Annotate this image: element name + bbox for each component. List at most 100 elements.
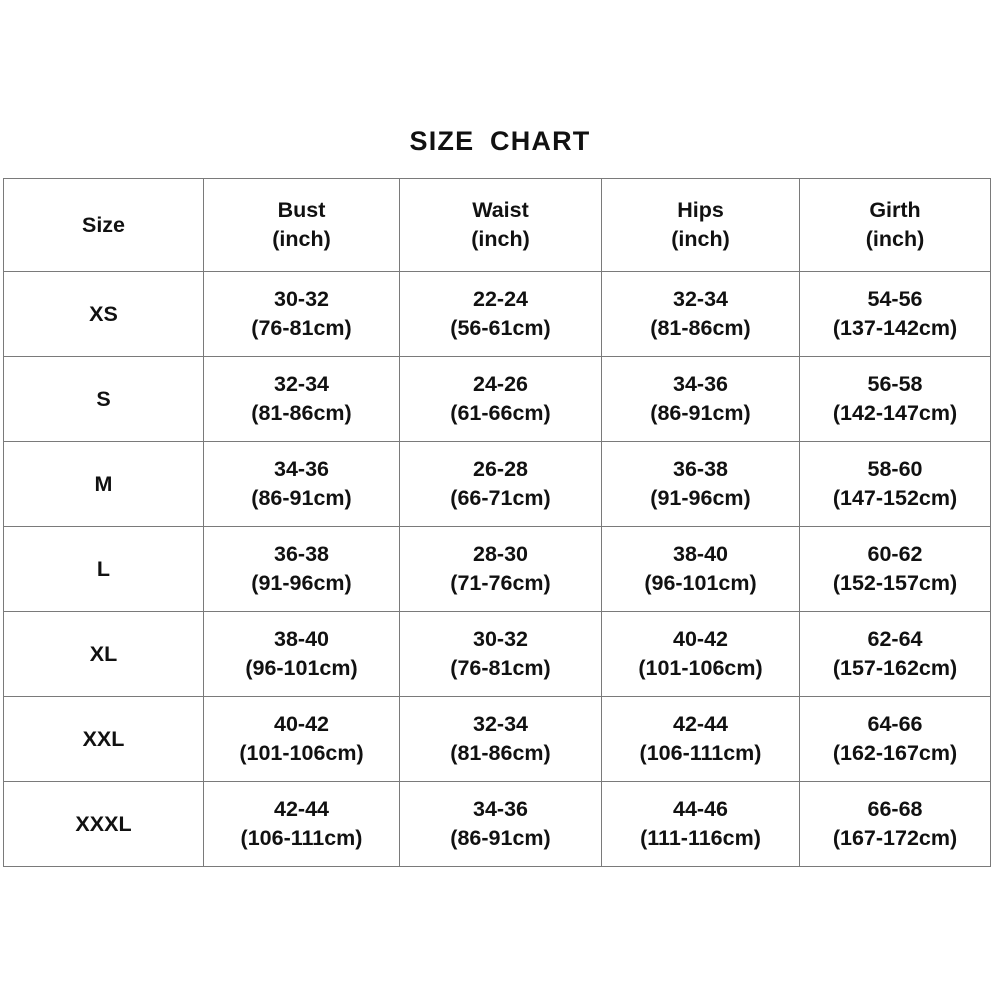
girth-cm-value: (162-167cm)	[832, 741, 958, 765]
cell-girth: 58-60 (147-152cm)	[799, 441, 991, 527]
waist-cm-value: (86-91cm)	[450, 826, 551, 850]
cell-girth: 66-68 (167-172cm)	[799, 781, 991, 867]
bust-cm-value: (81-86cm)	[251, 401, 352, 425]
bust-cm-value: (106-111cm)	[240, 826, 363, 850]
waist-inch-value: 24-26	[473, 372, 528, 397]
cell-waist: 28-30 (71-76cm)	[399, 526, 602, 612]
cell-hips: 32-34 (81-86cm)	[601, 271, 800, 357]
column-header-girth-name: Girth	[869, 198, 921, 223]
bust-inch-value: 40-42	[274, 712, 329, 737]
waist-cm-value: (66-71cm)	[450, 486, 551, 510]
waist-inch-value: 28-30	[473, 542, 528, 567]
size-label: M	[94, 471, 113, 496]
bust-inch-value: 36-38	[274, 542, 329, 567]
cell-waist: 30-32 (76-81cm)	[399, 611, 602, 697]
cell-size: XXXL	[3, 781, 204, 867]
waist-inch-value: 26-28	[473, 457, 528, 482]
cell-bust: 34-36 (86-91cm)	[203, 441, 400, 527]
column-header-hips: Hips (inch)	[601, 178, 800, 272]
waist-cm-value: (61-66cm)	[450, 401, 551, 425]
waist-cm-value: (71-76cm)	[450, 571, 551, 595]
waist-inch-value: 22-24	[473, 287, 528, 312]
column-header-waist: Waist (inch)	[399, 178, 602, 272]
bust-cm-value: (101-106cm)	[239, 741, 364, 765]
cell-hips: 38-40 (96-101cm)	[601, 526, 800, 612]
cell-size: XL	[3, 611, 204, 697]
girth-inch-value: 56-58	[867, 372, 923, 397]
size-label: XL	[89, 641, 118, 666]
girth-cm-value: (137-142cm)	[832, 316, 958, 340]
hips-inch-value: 40-42	[673, 627, 728, 652]
column-header-bust-unit: (inch)	[272, 227, 331, 251]
table-row: L 36-38 (91-96cm) 28-30 (71-76cm) 38-40 …	[3, 526, 991, 612]
column-header-girth: Girth (inch)	[799, 178, 991, 272]
size-chart-table: Size Bust (inch) Waist (inch) Hips (inch…	[3, 178, 991, 867]
waist-inch-value: 30-32	[473, 627, 528, 652]
table-row: S 32-34 (81-86cm) 24-26 (61-66cm) 34-36 …	[3, 356, 991, 442]
column-header-size: Size	[3, 178, 204, 272]
bust-inch-value: 30-32	[274, 287, 329, 312]
column-header-hips-unit: (inch)	[671, 227, 730, 251]
cell-hips: 36-38 (91-96cm)	[601, 441, 800, 527]
cell-bust: 36-38 (91-96cm)	[203, 526, 400, 612]
size-label: XXL	[82, 726, 125, 751]
size-label: XXXL	[75, 811, 132, 836]
cell-girth: 56-58 (142-147cm)	[799, 356, 991, 442]
girth-inch-value: 62-64	[867, 627, 923, 652]
hips-inch-value: 36-38	[673, 457, 728, 482]
cell-waist: 26-28 (66-71cm)	[399, 441, 602, 527]
hips-cm-value: (86-91cm)	[650, 401, 751, 425]
table-body: XS 30-32 (76-81cm) 22-24 (56-61cm) 32-34…	[3, 271, 991, 867]
girth-inch-value: 58-60	[867, 457, 923, 482]
bust-inch-value: 42-44	[274, 797, 329, 822]
bust-inch-value: 38-40	[274, 627, 329, 652]
column-header-waist-unit: (inch)	[471, 227, 530, 251]
hips-inch-value: 44-46	[673, 797, 728, 822]
bust-cm-value: (86-91cm)	[251, 486, 352, 510]
girth-inch-value: 60-62	[867, 542, 923, 567]
girth-cm-value: (152-157cm)	[832, 571, 958, 595]
table-row: M 34-36 (86-91cm) 26-28 (66-71cm) 36-38 …	[3, 441, 991, 527]
size-label: L	[96, 556, 111, 581]
table-header: Size Bust (inch) Waist (inch) Hips (inch…	[3, 178, 991, 272]
table-row: XXXL 42-44 (106-111cm) 34-36 (86-91cm) 4…	[3, 781, 991, 867]
table-row: XS 30-32 (76-81cm) 22-24 (56-61cm) 32-34…	[3, 271, 991, 357]
bust-inch-value: 32-34	[274, 372, 329, 397]
table-header-row: Size Bust (inch) Waist (inch) Hips (inch…	[3, 178, 991, 272]
size-label: S	[96, 386, 111, 411]
column-header-bust-name: Bust	[277, 198, 326, 223]
cell-size: L	[3, 526, 204, 612]
cell-girth: 64-66 (162-167cm)	[799, 696, 991, 782]
cell-size: XXL	[3, 696, 204, 782]
cell-waist: 34-36 (86-91cm)	[399, 781, 602, 867]
cell-waist: 24-26 (61-66cm)	[399, 356, 602, 442]
hips-inch-value: 42-44	[673, 712, 728, 737]
cell-waist: 32-34 (81-86cm)	[399, 696, 602, 782]
hips-inch-value: 32-34	[673, 287, 728, 312]
girth-cm-value: (147-152cm)	[832, 486, 958, 510]
hips-cm-value: (111-116cm)	[640, 826, 761, 850]
bust-cm-value: (96-101cm)	[245, 656, 358, 680]
cell-bust: 40-42 (101-106cm)	[203, 696, 400, 782]
hips-cm-value: (96-101cm)	[644, 571, 757, 595]
waist-cm-value: (76-81cm)	[450, 656, 551, 680]
girth-inch-value: 64-66	[867, 712, 923, 737]
cell-bust: 32-34 (81-86cm)	[203, 356, 400, 442]
cell-bust: 38-40 (96-101cm)	[203, 611, 400, 697]
cell-girth: 62-64 (157-162cm)	[799, 611, 991, 697]
cell-hips: 44-46 (111-116cm)	[601, 781, 800, 867]
size-chart-table-container: Size Bust (inch) Waist (inch) Hips (inch…	[3, 178, 991, 867]
table-row: XXL 40-42 (101-106cm) 32-34 (81-86cm) 42…	[3, 696, 991, 782]
cell-hips: 40-42 (101-106cm)	[601, 611, 800, 697]
cell-hips: 42-44 (106-111cm)	[601, 696, 800, 782]
girth-cm-value: (142-147cm)	[832, 401, 958, 425]
hips-cm-value: (106-111cm)	[639, 741, 762, 765]
waist-cm-value: (56-61cm)	[450, 316, 551, 340]
column-header-hips-name: Hips	[677, 198, 724, 223]
waist-inch-value: 34-36	[473, 797, 528, 822]
size-label: XS	[89, 301, 118, 326]
waist-cm-value: (81-86cm)	[450, 741, 551, 765]
girth-inch-value: 54-56	[867, 287, 923, 312]
column-header-size-name: Size	[81, 212, 126, 237]
